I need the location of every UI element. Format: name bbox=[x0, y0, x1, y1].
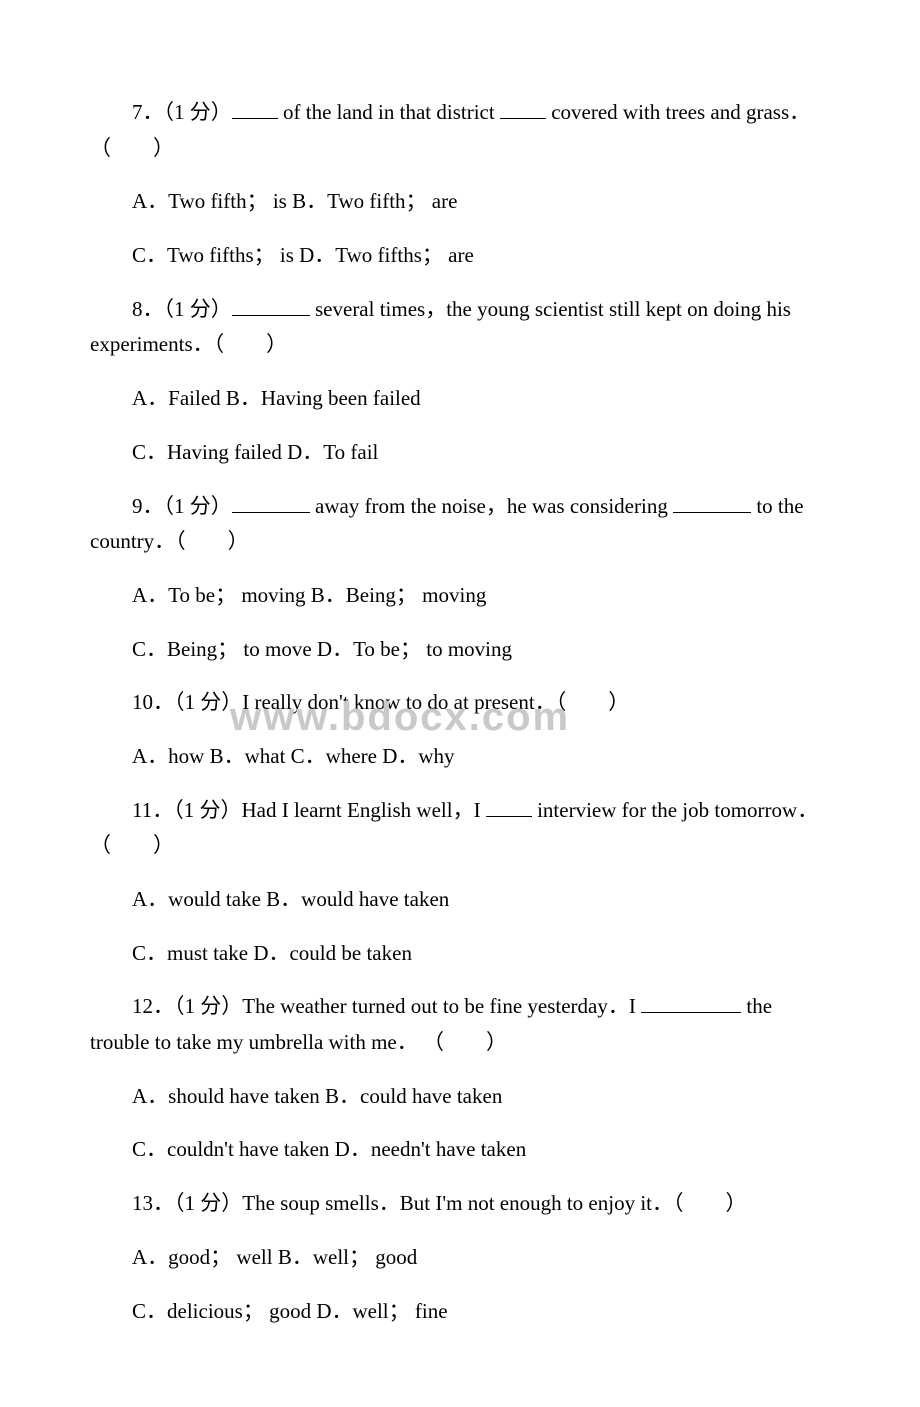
question-9-options-b: C．Being； to move D．To be； to moving bbox=[90, 632, 830, 668]
question-10: 10．（1 分）I really don't know to do at pre… bbox=[90, 685, 830, 721]
question-10-text: I really don't know to do at present．（ ） bbox=[242, 690, 629, 714]
question-8-num: 8． bbox=[132, 297, 164, 321]
options-text: A．Failed B．Having been failed bbox=[132, 386, 421, 410]
question-12-num: 12． bbox=[132, 994, 174, 1018]
points-label: （1 分） bbox=[164, 100, 232, 124]
question-8: 8．（1 分） several times，the young scientis… bbox=[90, 292, 830, 363]
options-text: C．Two fifths； is D．Two fifths； are bbox=[132, 243, 474, 267]
blank-fill bbox=[486, 816, 532, 817]
question-9-options-a: A．To be； moving B．Being； moving bbox=[90, 578, 830, 614]
points-label: （1 分） bbox=[174, 1191, 242, 1215]
question-11-num: 11． bbox=[132, 798, 173, 822]
options-text: A．would take B．would have taken bbox=[132, 887, 449, 911]
options-text: A．should have taken B．could have taken bbox=[132, 1084, 502, 1108]
question-7-text1: of the land in that district bbox=[278, 100, 500, 124]
points-label: （1 分） bbox=[164, 494, 232, 518]
points-label: （1 分） bbox=[174, 994, 242, 1018]
question-13-num: 13． bbox=[132, 1191, 174, 1215]
points-label: （1 分） bbox=[173, 798, 241, 822]
options-text: C．couldn't have taken D．needn't have tak… bbox=[132, 1137, 526, 1161]
question-9-text1: away from the noise，he was considering bbox=[310, 494, 673, 518]
question-7-num: 7． bbox=[132, 100, 164, 124]
question-8-options-b: C．Having failed D．To fail bbox=[90, 435, 830, 471]
blank-fill bbox=[232, 512, 310, 513]
question-10-num: 10． bbox=[132, 690, 174, 714]
blank-fill bbox=[232, 118, 278, 119]
points-label: （1 分） bbox=[174, 690, 242, 714]
points-label: （1 分） bbox=[164, 297, 232, 321]
options-text: A．To be； moving B．Being； moving bbox=[132, 583, 486, 607]
options-text: C．Being； to move D．To be； to moving bbox=[132, 637, 512, 661]
question-12-options-a: A．should have taken B．could have taken bbox=[90, 1079, 830, 1115]
question-11-text-before: Had I learnt English well，I bbox=[241, 798, 485, 822]
options-text: A．good； well B．well； good bbox=[132, 1245, 417, 1269]
blank-fill bbox=[673, 512, 751, 513]
question-11-options-a: A．would take B．would have taken bbox=[90, 882, 830, 918]
question-7-options-a: A．Two fifth； is B．Two fifth； are bbox=[90, 184, 830, 220]
blank-fill bbox=[232, 315, 310, 316]
question-9-num: 9． bbox=[132, 494, 164, 518]
question-12-options-b: C．couldn't have taken D．needn't have tak… bbox=[90, 1132, 830, 1168]
question-13: 13．（1 分）The soup smells．But I'm not enou… bbox=[90, 1186, 830, 1222]
blank-fill bbox=[641, 1012, 741, 1013]
question-12-text1: The weather turned out to be fine yester… bbox=[242, 994, 641, 1018]
question-8-options-a: A．Failed B．Having been failed bbox=[90, 381, 830, 417]
options-text: A．Two fifth； is B．Two fifth； are bbox=[132, 189, 457, 213]
question-11: 11．（1 分）Had I learnt English well，I inte… bbox=[90, 793, 830, 864]
question-13-options-b: C．delicious； good D．well； fine bbox=[90, 1294, 830, 1330]
question-7-options-b: C．Two fifths； is D．Two fifths； are bbox=[90, 238, 830, 274]
options-text: C．must take D．could be taken bbox=[132, 941, 412, 965]
blank-fill bbox=[500, 118, 546, 119]
question-13-options-a: A．good； well B．well； good bbox=[90, 1240, 830, 1276]
question-7: 7．（1 分） of the land in that district cov… bbox=[90, 95, 830, 166]
question-13-text: The soup smells．But I'm not enough to en… bbox=[242, 1191, 746, 1215]
question-9: 9．（1 分） away from the noise，he was consi… bbox=[90, 489, 830, 560]
options-text: C．delicious； good D．well； fine bbox=[132, 1299, 448, 1323]
options-text: A．how B．what C．where D．why bbox=[132, 744, 455, 768]
question-12: 12．（1 分）The weather turned out to be fin… bbox=[90, 989, 830, 1060]
question-11-options-b: C．must take D．could be taken bbox=[90, 936, 830, 972]
options-text: C．Having failed D．To fail bbox=[132, 440, 378, 464]
question-10-options-a: A．how B．what C．where D．why bbox=[90, 739, 830, 775]
